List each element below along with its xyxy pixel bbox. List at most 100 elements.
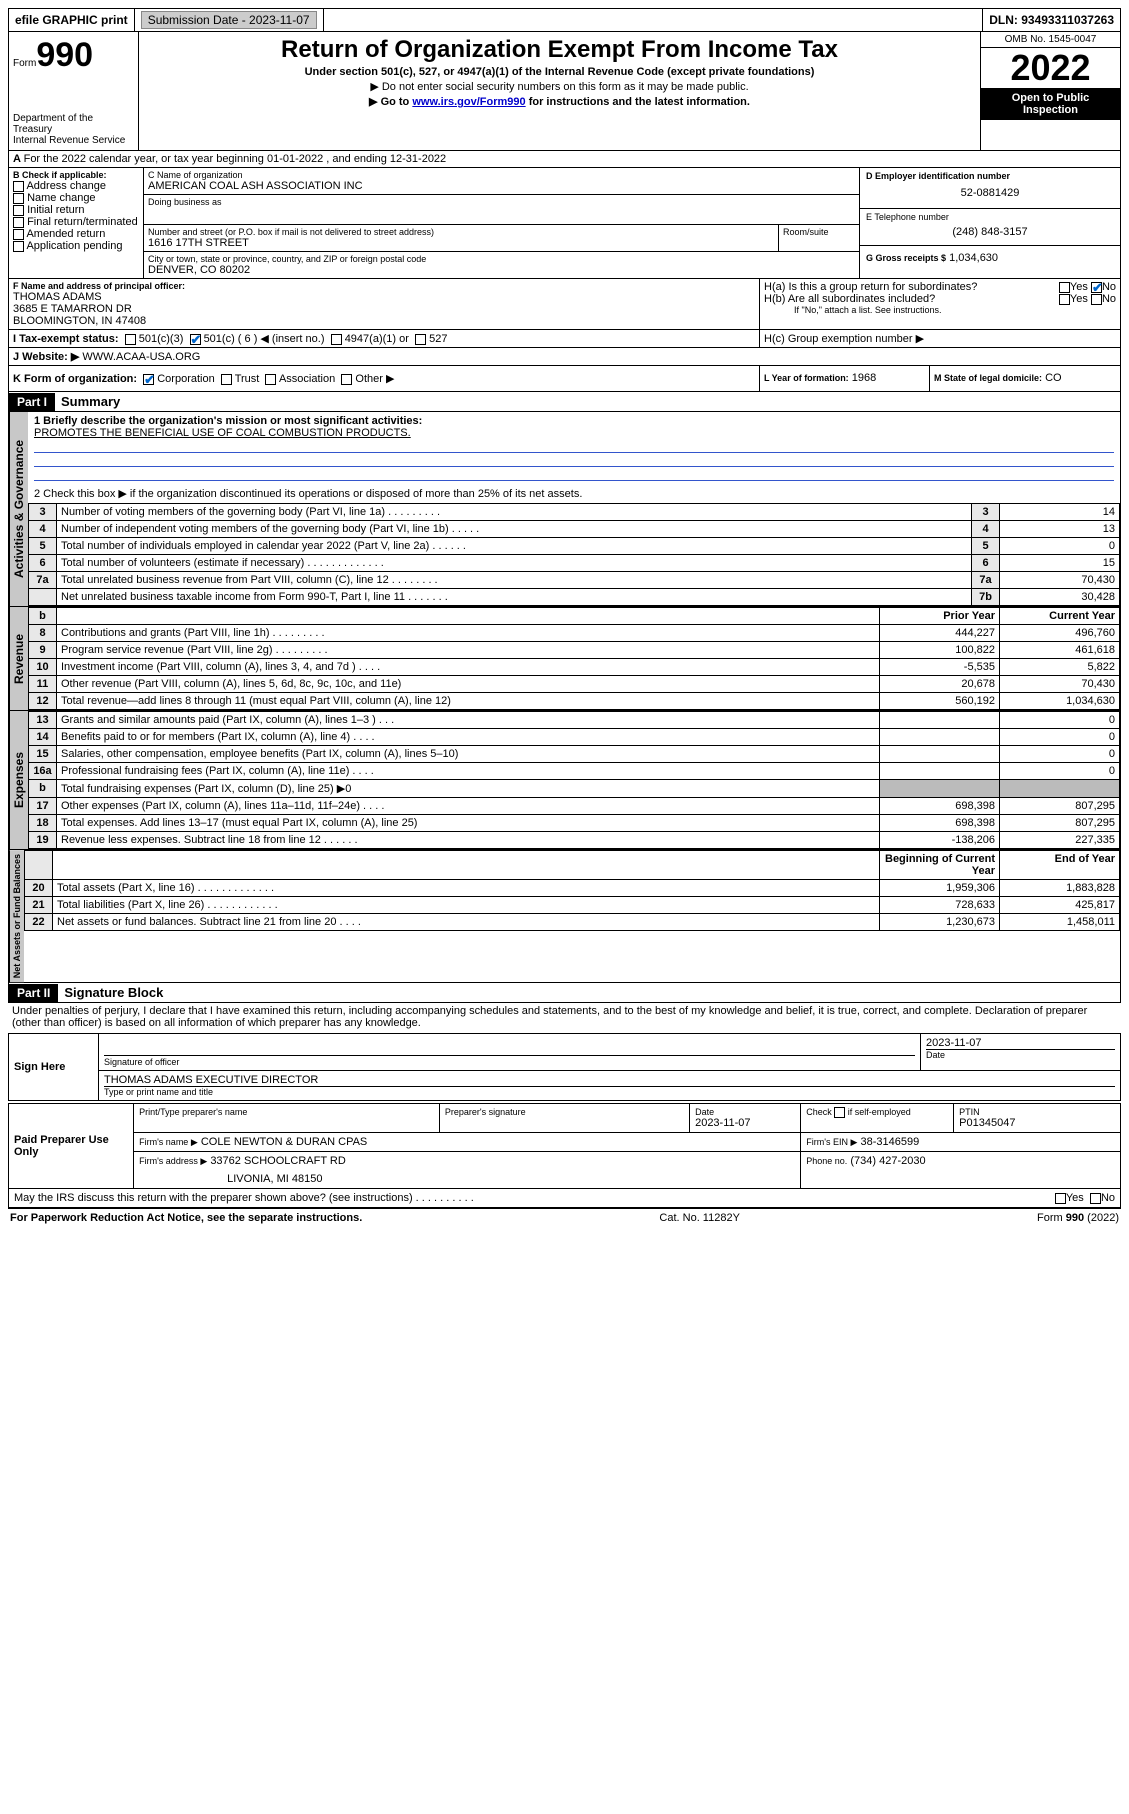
- net-table: Beginning of Current Year End of Year 20…: [24, 850, 1120, 931]
- tab-expenses: Expenses: [9, 711, 28, 849]
- chk-trust[interactable]: [221, 374, 232, 385]
- row-desc: Total assets (Part X, line 16) . . . . .…: [53, 880, 880, 897]
- sig-officer-label: Signature of officer: [104, 1055, 915, 1067]
- row-val: 15: [1000, 555, 1120, 572]
- box-c-name-label: C Name of organization: [148, 170, 855, 180]
- begin-year-header: Beginning of Current Year: [880, 851, 1000, 880]
- phone-label: Phone no.: [806, 1156, 847, 1166]
- row-prior: [880, 763, 1000, 780]
- chk-amended-return[interactable]: Amended return: [13, 228, 139, 240]
- chk-527[interactable]: [415, 334, 426, 345]
- chk-corp[interactable]: [143, 374, 154, 385]
- row-desc: Other revenue (Part VIII, column (A), li…: [57, 676, 880, 693]
- ein: 52-0881429: [866, 181, 1114, 205]
- row-current: 1,883,828: [1000, 880, 1120, 897]
- row-desc: Contributions and grants (Part VIII, lin…: [57, 625, 880, 642]
- row-desc: Investment income (Part VIII, column (A)…: [57, 659, 880, 676]
- gov-table: 3 Number of voting members of the govern…: [28, 503, 1120, 606]
- row-box: 3: [972, 504, 1000, 521]
- row-current: 807,295: [1000, 798, 1120, 815]
- row-current: 496,760: [1000, 625, 1120, 642]
- box-m-label: M State of legal domicile:: [934, 373, 1042, 383]
- row-num: 19: [29, 832, 57, 849]
- row-current: [1000, 780, 1120, 798]
- row-num: 7a: [29, 572, 57, 589]
- chk-final-return[interactable]: Final return/terminated: [13, 216, 139, 228]
- chk-application-pending[interactable]: Application pending: [13, 240, 139, 252]
- h-b: H(b) Are all subordinates included? Yes …: [764, 293, 1116, 305]
- chk-501c[interactable]: [190, 334, 201, 345]
- row-current: 0: [1000, 712, 1120, 729]
- h-a: H(a) Is this a group return for subordin…: [764, 281, 1116, 293]
- row-desc: Net assets or fund balances. Subtract li…: [53, 914, 880, 931]
- row-desc: Total fundraising expenses (Part IX, col…: [57, 780, 880, 798]
- state-domicile: CO: [1045, 372, 1062, 384]
- firm-ein-label: Firm's EIN ▶: [806, 1137, 857, 1147]
- row-box: 5: [972, 538, 1000, 555]
- discuss-no[interactable]: [1090, 1193, 1101, 1204]
- chk-assoc[interactable]: [265, 374, 276, 385]
- form-number: 990: [36, 36, 93, 74]
- officer-name: THOMAS ADAMS: [13, 291, 755, 303]
- row-num: 16a: [29, 763, 57, 780]
- row-prior: 20,678: [880, 676, 1000, 693]
- row-desc: Total revenue—add lines 8 through 11 (mu…: [57, 693, 880, 710]
- chk-initial-return[interactable]: Initial return: [13, 204, 139, 216]
- fhij-block: F Name and address of principal officer:…: [8, 279, 1121, 366]
- row-num: [29, 589, 57, 606]
- row-num: 11: [29, 676, 57, 693]
- discuss-yes[interactable]: [1055, 1193, 1066, 1204]
- chk-address-change[interactable]: Address change: [13, 180, 139, 192]
- row-current: 227,335: [1000, 832, 1120, 849]
- omb-number: OMB No. 1545-0047: [981, 32, 1120, 48]
- box-g-label: G Gross receipts $: [866, 253, 946, 263]
- box-e-label: E Telephone number: [866, 212, 1114, 222]
- row-num: 6: [29, 555, 57, 572]
- chk-other[interactable]: [341, 374, 352, 385]
- exp-table: 13 Grants and similar amounts paid (Part…: [28, 711, 1120, 849]
- row-desc: Net unrelated business taxable income fr…: [57, 589, 972, 606]
- preparer-date: 2023-11-07: [695, 1117, 795, 1129]
- subtitle-2: ▶ Do not enter social security numbers o…: [147, 80, 972, 93]
- discuss-row: May the IRS discuss this return with the…: [8, 1189, 1121, 1208]
- row-prior: [880, 712, 1000, 729]
- row-desc: Benefits paid to or for members (Part IX…: [57, 729, 880, 746]
- sign-here-label: Sign Here: [9, 1034, 99, 1101]
- row-val: 0: [1000, 538, 1120, 555]
- row-prior: -138,206: [880, 832, 1000, 849]
- row-desc: Other expenses (Part IX, column (A), lin…: [57, 798, 880, 815]
- paid-preparer-table: Paid Preparer Use Only Print/Type prepar…: [8, 1103, 1121, 1189]
- row-num: 10: [29, 659, 57, 676]
- mission-label: 1 Briefly describe the organization's mi…: [34, 415, 1114, 427]
- summary-block: Activities & Governance 1 Briefly descri…: [8, 412, 1121, 607]
- chk-4947[interactable]: [331, 334, 342, 345]
- rev-table: b Prior Year Current Year 8 Contribution…: [28, 607, 1120, 710]
- preparer-date-label: Date: [695, 1107, 795, 1117]
- open-inspection: Open to Public Inspection: [981, 88, 1120, 120]
- chk-501c3[interactable]: [125, 334, 136, 345]
- row-prior: 728,633: [880, 897, 1000, 914]
- line-2: 2 Check this box ▶ if the organization d…: [28, 484, 1120, 503]
- ptin-label: PTIN: [959, 1107, 1115, 1117]
- prior-year-header: Prior Year: [880, 608, 1000, 625]
- dept-label: Department of the Treasury Internal Reve…: [13, 113, 134, 146]
- chk-name-change[interactable]: Name change: [13, 192, 139, 204]
- box-f-label: F Name and address of principal officer:: [13, 281, 755, 291]
- klm-block: K Form of organization: Corporation Trus…: [8, 366, 1121, 392]
- info-block: B Check if applicable: Address change Na…: [8, 168, 1121, 279]
- footer-right: Form 990 (2022): [1037, 1212, 1119, 1224]
- city-state-zip: DENVER, CO 80202: [148, 264, 855, 276]
- box-i-label: I Tax-exempt status:: [13, 333, 119, 345]
- part-i-badge: Part I: [9, 393, 55, 411]
- row-box: 4: [972, 521, 1000, 538]
- part-ii-badge: Part II: [9, 984, 58, 1002]
- expenses-block: Expenses 13 Grants and similar amounts p…: [8, 711, 1121, 850]
- officer-addr1: 3685 E TAMARRON DR: [13, 303, 755, 315]
- tab-governance: Activities & Governance: [9, 412, 28, 606]
- firm-addr-label: Firm's address ▶: [139, 1156, 207, 1166]
- officer-signed-name: THOMAS ADAMS EXECUTIVE DIRECTOR: [104, 1074, 1115, 1086]
- submission-date-btn[interactable]: Submission Date - 2023-11-07: [135, 9, 324, 31]
- instructions-link[interactable]: www.irs.gov/Form990: [412, 96, 525, 108]
- form-header: Form990 Department of the Treasury Inter…: [8, 32, 1121, 151]
- row-desc: Total liabilities (Part X, line 26) . . …: [53, 897, 880, 914]
